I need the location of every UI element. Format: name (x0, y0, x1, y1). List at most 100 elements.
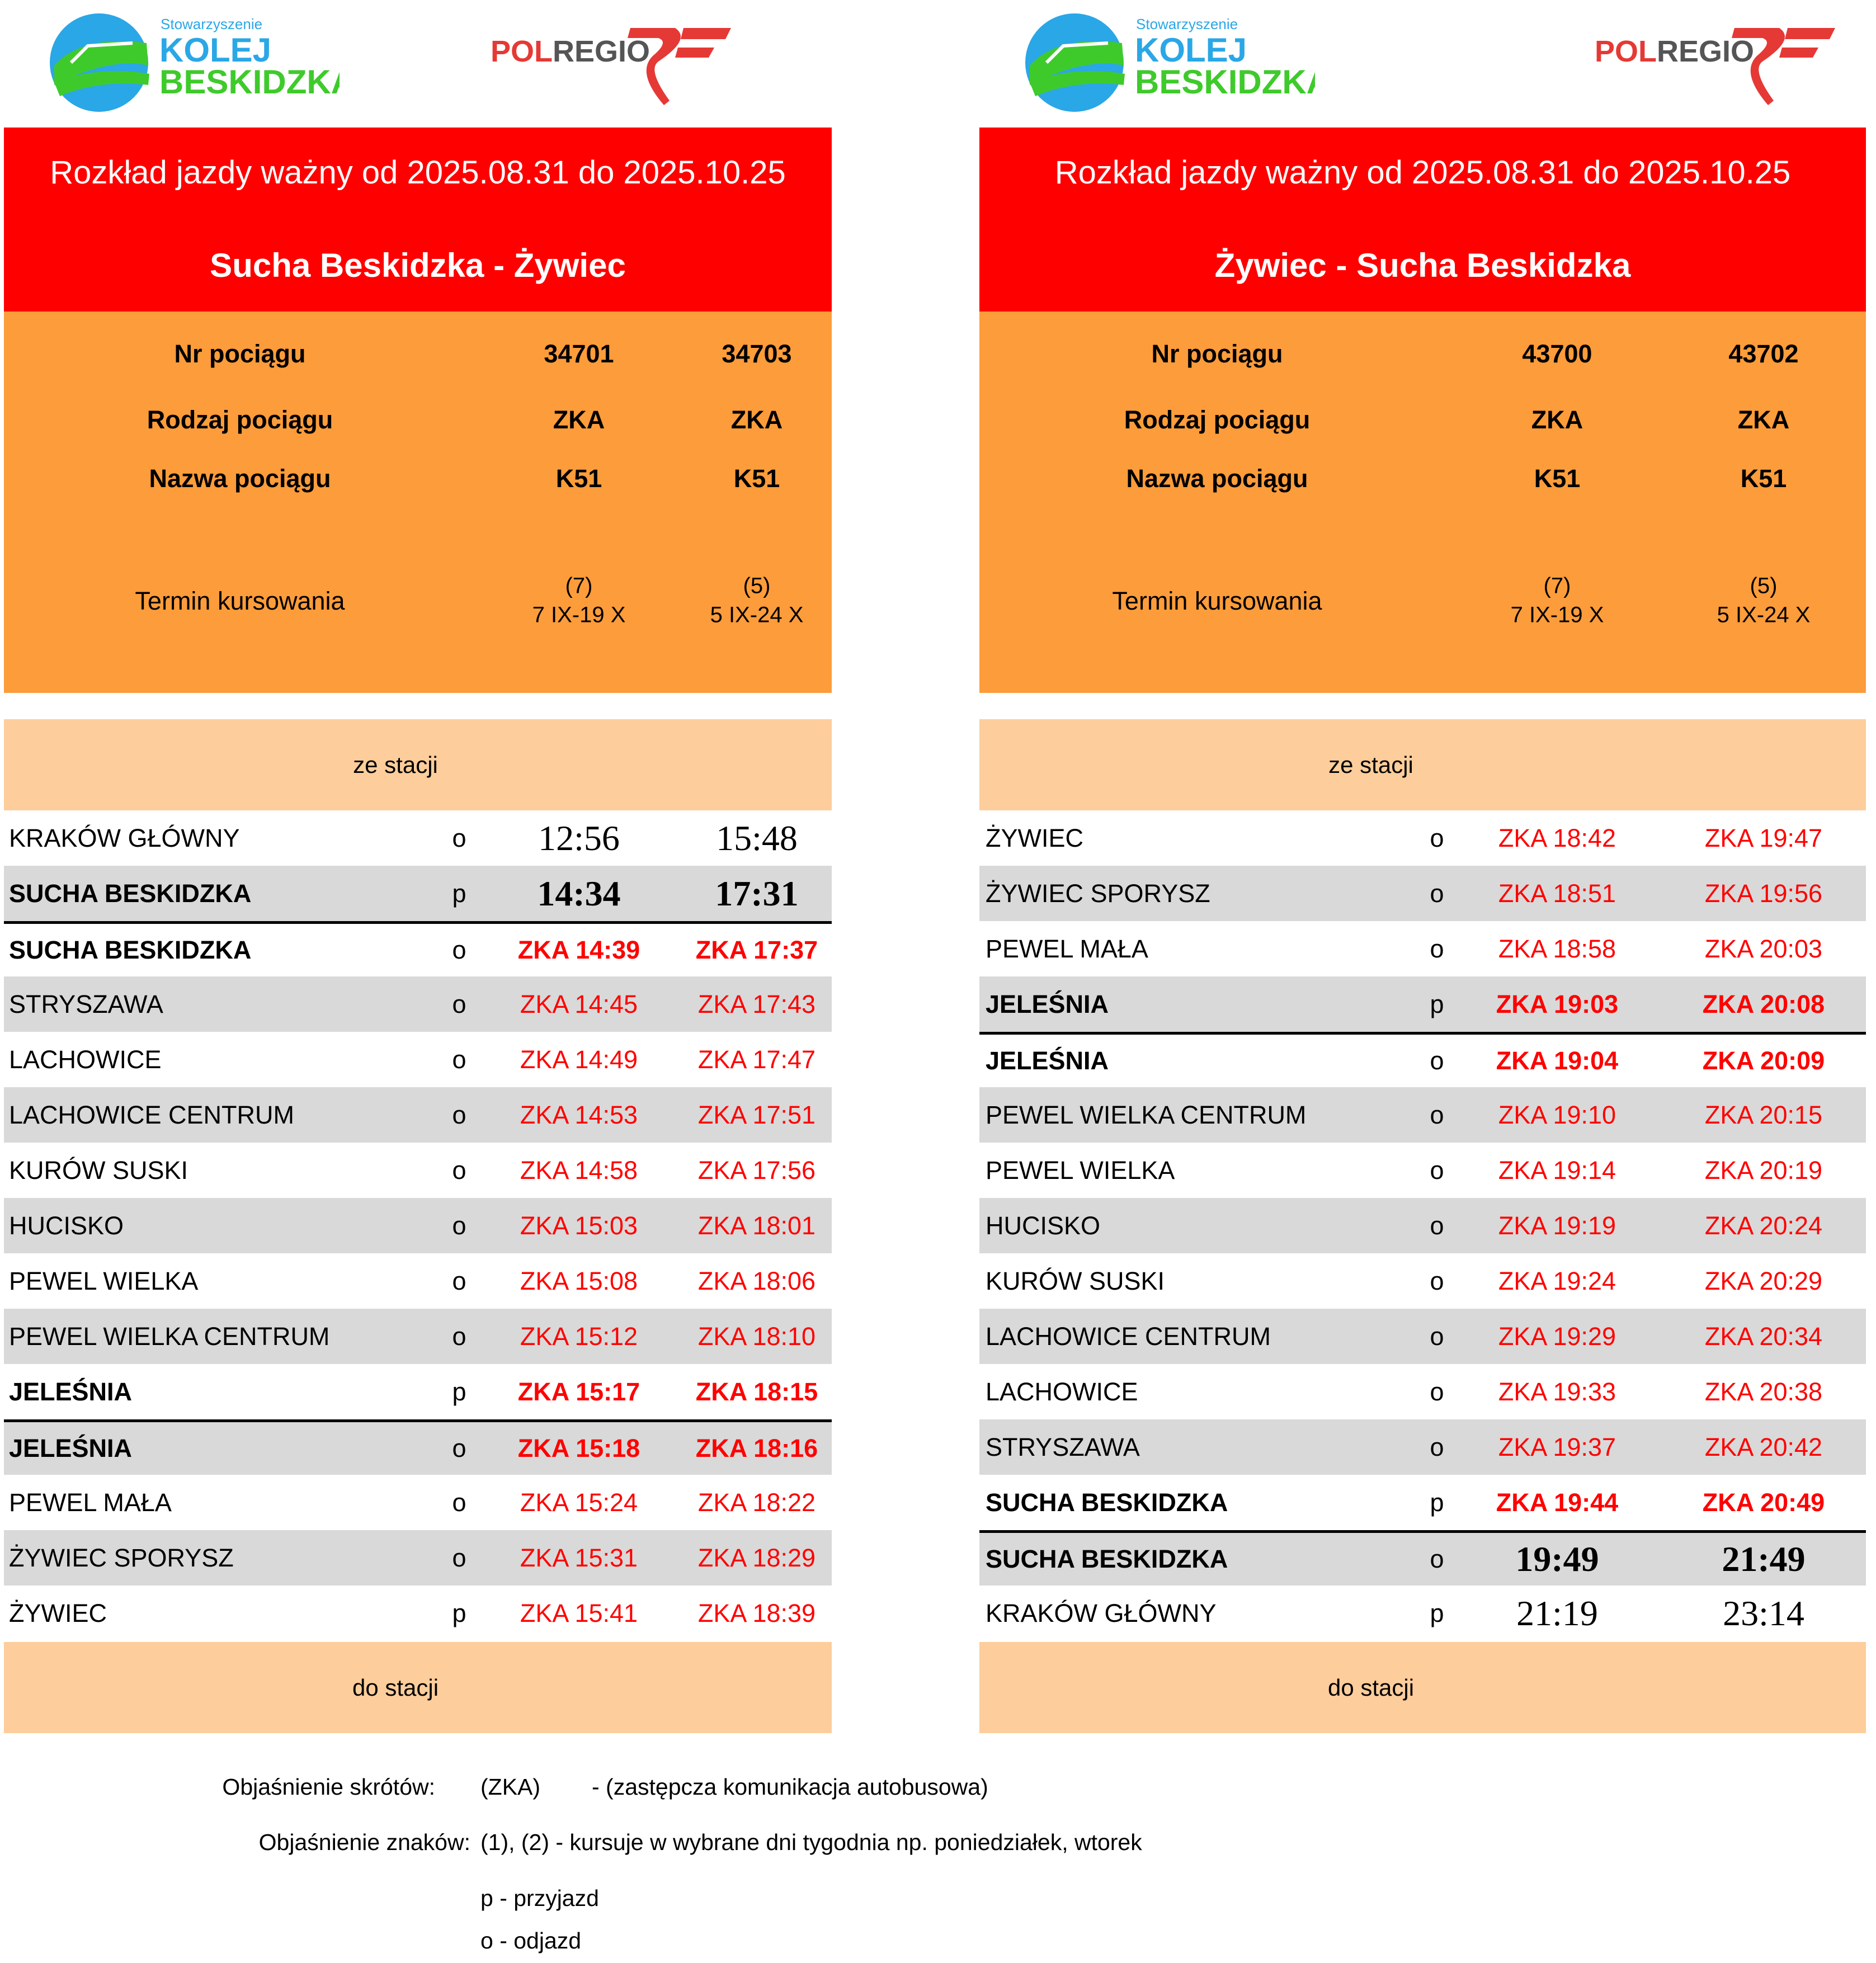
station-name: KRAKÓW GŁÓWNY (986, 1598, 1217, 1627)
table-row: LACHOWICE o ZKA 14:49 ZKA 17:47 (4, 1032, 832, 1087)
train-nazwa: K51 (1740, 464, 1787, 493)
legend-p-text: p - przyjazd (480, 1885, 599, 1911)
stop-type: o (452, 1488, 466, 1517)
label-nazwa: Nazwa pociągu (149, 464, 331, 493)
departure-time: ZKA 14:58 (520, 1155, 638, 1185)
departure-time: ZKA 15:08 (520, 1266, 638, 1295)
to-station-band: do stacji (979, 1642, 1866, 1733)
departure-time: ZKA 17:43 (697, 989, 816, 1018)
table-row: HUCISKO o ZKA 15:03 ZKA 18:01 (4, 1198, 832, 1253)
departure-time: ZKA 18:10 (697, 1322, 816, 1351)
stop-type: o (452, 1045, 466, 1074)
train-nr: 34703 (722, 339, 792, 368)
departure-time: ZKA 17:51 (697, 1100, 816, 1129)
station-name: HUCISKO (9, 1211, 124, 1240)
table-row: SUCHA BESKIDZKA p 14:34 17:31 (4, 866, 832, 921)
header: Rozkład jazdy ważny od 2025.08.31 do 202… (4, 128, 832, 312)
station-name: ŻYWIEC SPORYSZ (986, 879, 1210, 908)
train-nr: 43700 (1522, 339, 1592, 368)
legend-signs-text: (1), (2) - kursuje w wybrane dni tygodni… (480, 1829, 1142, 1855)
table-row: JELEŚNIA o ZKA 19:04 ZKA 20:09 (979, 1032, 1866, 1087)
departure-time: ZKA 20:24 (1704, 1211, 1823, 1240)
stop-type: o (1430, 1100, 1444, 1129)
departure-time: ZKA 18:22 (697, 1488, 816, 1517)
station-name: KRAKÓW GŁÓWNY (9, 823, 240, 852)
station-name: ŻYWIEC SPORYSZ (9, 1543, 234, 1572)
table-row: KURÓW SUSKI o ZKA 14:58 ZKA 17:56 (4, 1143, 832, 1198)
train-info: Nr pociągu 43700 43702 Rodzaj pociągu ZKA ZKA… (979, 312, 1866, 693)
departure-time: 15:48 (716, 818, 798, 858)
svg-text:Stowarzyszenie: Stowarzyszenie (1136, 16, 1238, 32)
table-row: SUCHA BESKIDZKA p ZKA 19:44 ZKA 20:49 (979, 1475, 1866, 1530)
stop-type: o (452, 1100, 466, 1129)
departure-time: ZKA 15:31 (520, 1543, 638, 1572)
station-name: SUCHA BESKIDZKA (986, 1488, 1228, 1517)
from-station-band: ze stacji (4, 719, 832, 810)
polregio-logo: POLREGIO (491, 28, 731, 105)
train-rodzaj: ZKA (1737, 405, 1790, 434)
train-days: (5) (1750, 573, 1778, 598)
departure-time: ZKA 15:24 (520, 1488, 638, 1517)
to-station-band: do stacji (4, 1642, 832, 1733)
stop-type: o (1430, 1155, 1444, 1185)
station-name: ŻYWIEC (986, 823, 1083, 852)
label-nr: Nr pociągu (1151, 339, 1283, 368)
station-name: JELEŚNIA (986, 1046, 1109, 1075)
svg-text:BESKIDZKA: BESKIDZKA (159, 63, 340, 101)
departure-time: ZKA 18:29 (697, 1543, 816, 1572)
departure-time: ZKA 20:42 (1704, 1432, 1823, 1461)
station-name: SUCHA BESKIDZKA (9, 936, 252, 964)
table-row: PEWEL WIELKA o ZKA 15:08 ZKA 18:06 (4, 1253, 832, 1309)
departure-time: ZKA 20:19 (1704, 1155, 1823, 1185)
departure-time: 19:49 (1515, 1539, 1599, 1579)
departure-time: 21:49 (1722, 1539, 1806, 1579)
table-row: JELEŚNIA o ZKA 15:18 ZKA 18:16 (4, 1419, 832, 1475)
departure-time: ZKA 14:39 (517, 936, 640, 964)
stop-type: o (452, 936, 466, 964)
stop-type: o (1430, 1046, 1444, 1075)
departure-time: ZKA 15:17 (517, 1377, 640, 1406)
departure-time: ZKA 20:38 (1704, 1377, 1823, 1406)
stop-type: o (452, 823, 466, 852)
train-days: (7) (1543, 573, 1571, 598)
from-station-band: ze stacji (979, 719, 1866, 810)
train-rodzaj: ZKA (730, 405, 783, 434)
station-name: JELEŚNIA (9, 1377, 133, 1406)
departure-time: ZKA 15:12 (520, 1322, 638, 1351)
departure-time: ZKA 19:56 (1704, 879, 1823, 908)
stop-type: o (1430, 879, 1444, 908)
route-title: Żywiec - Sucha Beskidzka (1214, 247, 1631, 284)
header: Rozkład jazdy ważny od 2025.08.31 do 202… (979, 128, 1866, 312)
departure-time: ZKA 14:45 (520, 989, 638, 1018)
departure-time: ZKA 19:03 (1496, 989, 1619, 1018)
departure-time: ZKA 18:06 (697, 1266, 816, 1295)
departure-time: ZKA 18:01 (697, 1211, 816, 1240)
departure-time: ZKA 20:03 (1704, 934, 1823, 963)
stop-type: p (1430, 1488, 1444, 1517)
station-name: SUCHA BESKIDZKA (9, 879, 252, 908)
to-label: do stacji (352, 1674, 439, 1701)
train-rodzaj: ZKA (1531, 405, 1583, 434)
departure-time: ZKA 19:29 (1498, 1322, 1616, 1351)
stop-type: o (452, 1266, 466, 1295)
station-name: STRYSZAWA (9, 989, 163, 1018)
table-row: LACHOWICE CENTRUM o ZKA 19:29 ZKA 20:34 (979, 1309, 1866, 1364)
table-row: STRYSZAWA o ZKA 19:37 ZKA 20:42 (979, 1419, 1866, 1475)
stop-type: p (452, 1598, 466, 1627)
departure-time: ZKA 17:47 (697, 1045, 816, 1074)
departure-time: 21:19 (1516, 1593, 1598, 1633)
departure-time: ZKA 20:34 (1704, 1322, 1823, 1351)
departure-time: ZKA 20:09 (1702, 1046, 1825, 1075)
label-nr: Nr pociągu (174, 339, 306, 368)
stop-type: p (452, 1377, 466, 1406)
stop-type: p (1430, 1598, 1444, 1627)
departure-time: ZKA 18:39 (697, 1598, 816, 1627)
departure-time: ZKA 17:56 (697, 1155, 816, 1185)
svg-text:POLREGIO: POLREGIO (1595, 35, 1754, 68)
station-name: HUCISKO (986, 1211, 1101, 1240)
departure-time: ZKA 18:42 (1498, 823, 1616, 852)
table-row: KRAKÓW GŁÓWNY p 21:19 23:14 (979, 1586, 1866, 1641)
station-name: LACHOWICE CENTRUM (986, 1322, 1271, 1351)
stop-type: p (452, 879, 466, 908)
departure-time: ZKA 14:49 (520, 1045, 638, 1074)
